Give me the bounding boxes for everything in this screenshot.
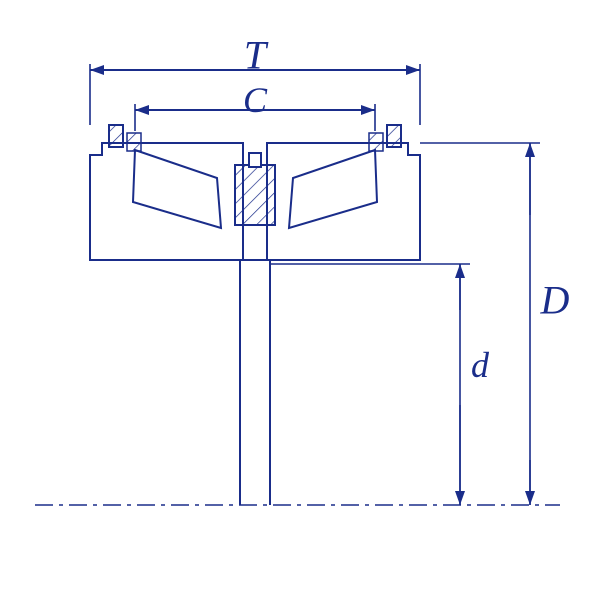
diagram-svg: [0, 0, 600, 600]
bearing-diagram: T C D d: [0, 0, 600, 600]
